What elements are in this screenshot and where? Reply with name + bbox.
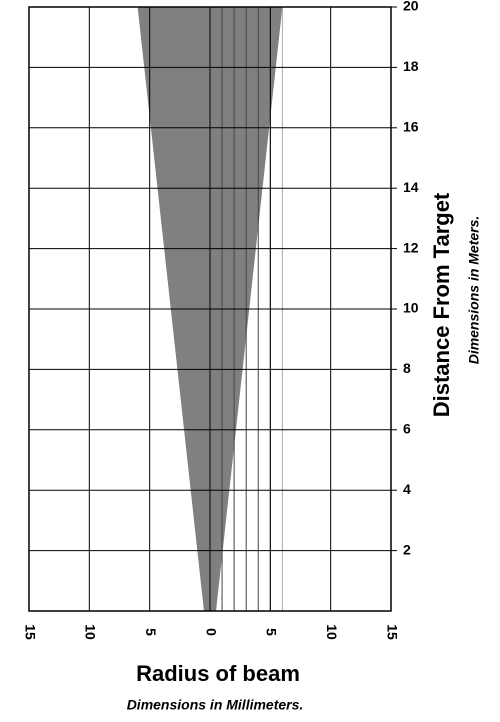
x-axis-sublabel: Dimensions in Millimeters. bbox=[127, 697, 304, 713]
x-tick-label: 5 bbox=[264, 628, 280, 636]
y-tick-label: 8 bbox=[403, 360, 411, 376]
y-tick-label: 2 bbox=[403, 541, 411, 557]
x-tick-label: 0 bbox=[203, 628, 219, 636]
y-tick-label: 4 bbox=[403, 481, 411, 497]
x-tick-label: 10 bbox=[324, 624, 340, 640]
x-tick-label: 10 bbox=[83, 624, 99, 640]
y-tick-label: 20 bbox=[403, 0, 419, 14]
x-tick-label: 15 bbox=[384, 624, 400, 640]
y-axis-label: Distance From Target bbox=[429, 192, 454, 417]
y-tick-label: 6 bbox=[403, 421, 411, 437]
y-tick-label: 12 bbox=[403, 239, 419, 255]
x-tick-label: 5 bbox=[143, 628, 159, 636]
plot-frame bbox=[28, 6, 392, 612]
y-tick-label: 10 bbox=[403, 300, 419, 316]
y-tick-label: 18 bbox=[403, 58, 419, 74]
x-axis-label: Radius of beam bbox=[136, 661, 300, 686]
y-tick-label: 16 bbox=[403, 119, 419, 135]
y-tick-label: 14 bbox=[403, 179, 419, 195]
x-tick-label: 15 bbox=[22, 624, 38, 640]
y-axis-sublabel: Dimensions in Meters. bbox=[466, 216, 482, 365]
